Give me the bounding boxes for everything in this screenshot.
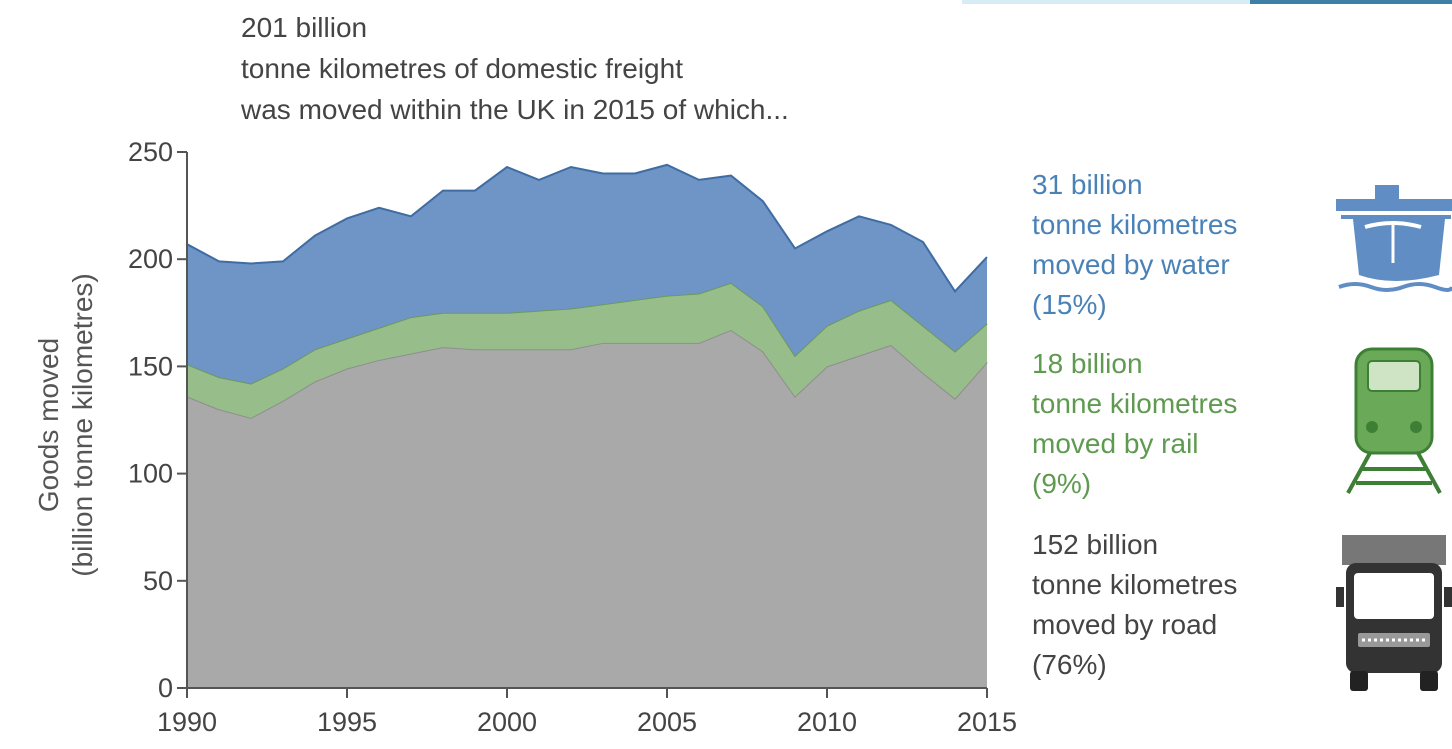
stacked-areas: [186, 163, 988, 688]
y-tick-label: 250: [128, 137, 173, 167]
line-road: [186, 328, 988, 419]
x-tick-label: 2000: [477, 707, 537, 737]
train-icon: [1346, 347, 1442, 494]
top-accent-bar-dark: [1250, 0, 1452, 4]
legend-rail-line: moved by rail: [1032, 428, 1199, 459]
chart-title-line-3: was moved within the UK in 2015 of which…: [240, 94, 789, 125]
x-tick-label: 1995: [317, 707, 377, 737]
y-tick-label: 200: [128, 244, 173, 274]
y-axis-title-line-2: (billion tonne kilometres): [67, 273, 98, 576]
y-tick-label: 50: [143, 566, 173, 596]
ship-icon: [1336, 185, 1452, 292]
legend-water-line: (15%): [1032, 289, 1107, 320]
legend-road: 152 billion tonne kilometres moved by ro…: [1032, 525, 1237, 685]
legend-water-line: tonne kilometres: [1032, 209, 1238, 240]
legend-water-line: moved by water: [1032, 249, 1230, 280]
x-tick-label: 2010: [797, 707, 857, 737]
truck-icon: [1336, 535, 1452, 691]
legend-rail-line: tonne kilometres: [1032, 388, 1238, 419]
legend-water: 31 billion tonne kilometres moved by wat…: [1032, 165, 1237, 325]
top-accent-bar: [962, 0, 1452, 4]
chart-title-line-2: tonne kilometres of domestic freight: [241, 53, 683, 84]
legend-road-line: (76%): [1032, 649, 1107, 680]
axes: 0 50 100 150 200 250 1990 1995 2000 2005 2010 2015: [128, 137, 1017, 737]
area-road: [187, 329, 987, 688]
y-tick-label: 0: [158, 673, 173, 703]
x-tick-label: 2015: [957, 707, 1017, 737]
legend-rail-line: (9%): [1032, 468, 1092, 499]
x-tick-label: 1990: [157, 707, 217, 737]
legend-road-line: tonne kilometres: [1032, 569, 1238, 600]
legend-rail: 18 billion tonne kilometres moved by rai…: [1032, 344, 1237, 504]
area-rail: [187, 282, 987, 418]
x-tick-label: 2005: [637, 707, 697, 737]
y-axis-title-line-1: Goods moved: [33, 338, 64, 512]
y-tick-label: 100: [128, 459, 173, 489]
legend-road-line: 152 billion: [1032, 529, 1159, 560]
legend-road-line: moved by road: [1032, 609, 1218, 640]
area-water: [187, 164, 987, 384]
line-water: [186, 163, 988, 293]
legend-water-line: 31 billion: [1032, 169, 1143, 200]
chart-title-line-1: 201 billion: [241, 12, 367, 43]
legend-rail-line: 18 billion: [1032, 348, 1143, 379]
y-tick-label: 150: [128, 351, 173, 381]
